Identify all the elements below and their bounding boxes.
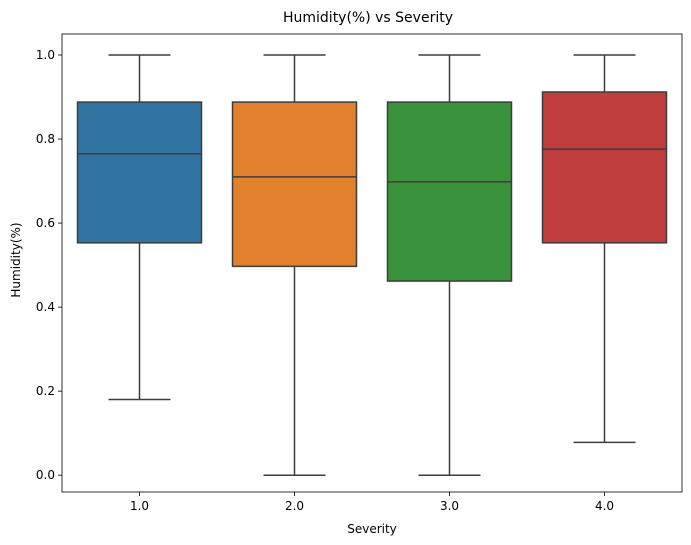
plot-area (76, 54, 668, 476)
y-tick-label: 1.0 (36, 48, 55, 62)
box-series-1 (76, 54, 203, 401)
y-tick-label: 0.6 (36, 216, 55, 230)
chart-title: Humidity(%) vs Severity (283, 10, 453, 26)
y-tick-label: 0.0 (36, 468, 55, 482)
box-series-3 (386, 54, 513, 476)
axes: 0.0 0.2 0.4 0.6 0.8 1.0 1.0 2.0 3.0 4.0 (36, 33, 683, 513)
x-tick-label: 2.0 (285, 499, 304, 513)
y-tick-label: 0.2 (36, 384, 55, 398)
plot-frame (61, 33, 683, 493)
iqr-box (231, 101, 358, 268)
box-series-4 (541, 54, 668, 444)
iqr-box (386, 101, 513, 282)
iqr-box (76, 101, 203, 244)
y-tick-label: 0.4 (36, 300, 55, 314)
box-series-2 (231, 54, 358, 476)
iqr-box (541, 91, 668, 244)
x-tick-label: 1.0 (130, 499, 149, 513)
x-tick-label: 4.0 (595, 499, 614, 513)
y-axis-label: Humidity(%) (9, 222, 23, 297)
x-axis-label: Severity (347, 522, 397, 536)
y-tick-label: 0.8 (36, 132, 55, 146)
x-tick-label: 3.0 (440, 499, 459, 513)
